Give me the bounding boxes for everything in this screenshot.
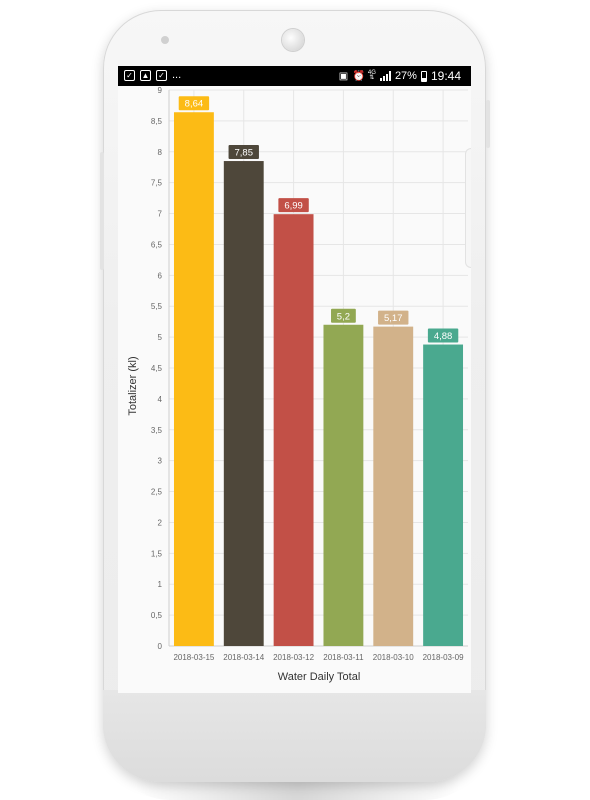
data-label-badge [278, 198, 309, 213]
shield-icon: ✓ [124, 69, 135, 81]
bar-2018-03-14[interactable] [223, 161, 264, 646]
status-bar: ✓ ▲ ✓ ... ▣ ⏰ 4G ⇅ 27% 19:44 [118, 66, 471, 86]
y-tick-label: 4 [158, 395, 163, 404]
y-tick-label: 8 [158, 148, 163, 157]
battery-icon [420, 70, 427, 82]
chart-bars [173, 112, 464, 647]
data-label: 5,17 [384, 313, 403, 324]
y-tick-label: 8,5 [151, 117, 163, 126]
data-label: 8,64 [185, 99, 204, 110]
chart-data-labels: 8,64 7,85 6,99 5,2 5,17 4,88 [178, 96, 459, 343]
y-tick-label: 2,5 [151, 488, 163, 497]
y-tick-label: 2 [158, 518, 163, 527]
bar-2018-03-10[interactable] [373, 326, 414, 646]
network-4g-icon: 4G ⇅ [367, 70, 376, 81]
power-button [486, 100, 490, 148]
y-tick-label: 0 [158, 642, 163, 651]
y-tick-label: 1,5 [151, 549, 163, 558]
x-axis-ticks: 2018-03-15 2018-03-14 2018-03-12 2018-03-11… [173, 653, 464, 662]
chart-area: 8,64 7,85 6,99 5,2 5,17 4,88 0 0,5 1 1,5 2 2,5 3 3,5… [118, 86, 471, 693]
x-tick-label: 2018-03-15 [173, 653, 214, 662]
bar-2018-03-15[interactable] [173, 112, 214, 647]
status-right: ▣ ⏰ 4G ⇅ 27% 19:44 [338, 69, 461, 83]
y-axis-ticks: 0 0,5 1 1,5 2 2,5 3 3,5 4 4,5 5 5,5 6 6,5 7 7,5 8 8,5 9 [151, 86, 163, 651]
more-notifications: ... [172, 69, 182, 81]
x-tick-label: 2018-03-14 [223, 653, 264, 662]
y-tick-label: 3,5 [151, 426, 163, 435]
data-label: 5,2 [337, 311, 350, 322]
bar-2018-03-09[interactable] [423, 344, 464, 646]
bar-2018-03-12[interactable] [273, 214, 314, 646]
phone-chin [103, 690, 486, 782]
clock: 19:44 [430, 69, 461, 83]
data-label-badge [331, 308, 356, 323]
signal-icon [379, 71, 391, 81]
x-tick-label: 2018-03-09 [423, 653, 464, 662]
y-tick-label: 3 [158, 457, 163, 466]
y-tick-label: 0,5 [151, 611, 163, 620]
data-label: 6,99 [284, 201, 303, 212]
data-label: 4,88 [434, 331, 453, 342]
volume-button [100, 152, 104, 270]
shield-icon: ✓ [156, 69, 167, 81]
data-label: 7,85 [235, 148, 254, 159]
bar-chart: 8,64 7,85 6,99 5,2 5,17 4,88 0 0,5 1 1,5 2 2,5 3 3,5… [127, 86, 468, 683]
proximity-sensor [161, 36, 169, 44]
y-axis-label: Totalizer (kl) [127, 356, 139, 415]
y-tick-label: 6,5 [151, 240, 163, 249]
data-label-badge [378, 310, 409, 325]
y-tick-label: 6 [158, 271, 163, 280]
alarm-icon: ⏰ [352, 70, 366, 82]
front-camera [282, 29, 304, 51]
x-tick-label: 2018-03-12 [273, 653, 314, 662]
x-tick-label: 2018-03-10 [373, 653, 414, 662]
y-tick-label: 9 [158, 86, 163, 95]
x-axis-label: Water Daily Total [278, 671, 361, 683]
y-tick-label: 5,5 [151, 302, 163, 311]
data-label-badge [178, 96, 210, 111]
y-tick-label: 7 [158, 210, 163, 219]
y-tick-label: 4,5 [151, 364, 163, 373]
battery-saver-icon: ▣ [338, 70, 349, 82]
scroll-handle[interactable] [465, 148, 471, 268]
data-label-badge [228, 145, 259, 160]
battery-percent: 27% [394, 70, 417, 82]
phone-screen: ✓ ▲ ✓ ... ▣ ⏰ 4G ⇅ 27% 19:44 8,64 7,85 6,99… [118, 66, 471, 693]
image-icon: ▲ [140, 69, 151, 81]
y-tick-label: 7,5 [151, 179, 163, 188]
y-tick-label: 5 [158, 333, 163, 342]
data-label-badge [427, 328, 459, 343]
x-tick-label: 2018-03-11 [323, 653, 364, 662]
y-tick-label: 1 [158, 580, 163, 589]
status-left: ✓ ▲ ✓ ... [124, 69, 181, 81]
bar-2018-03-11[interactable] [323, 324, 364, 646]
